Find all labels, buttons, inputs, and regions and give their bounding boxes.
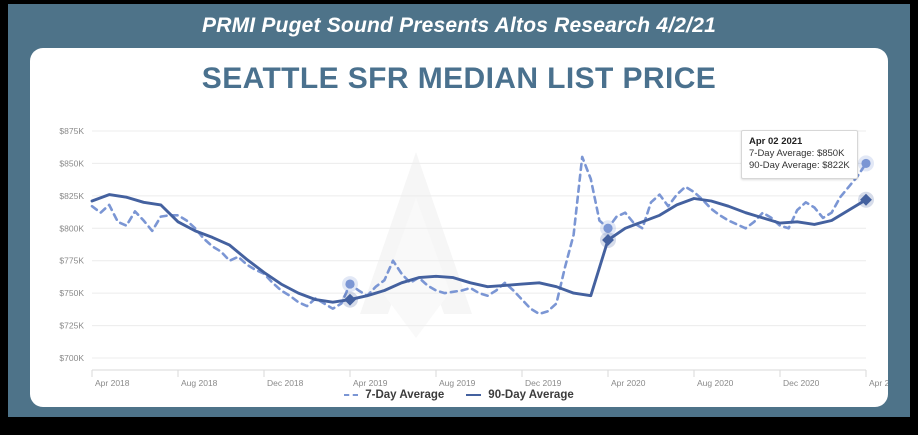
svg-text:Apr 2019: Apr 2019 <box>353 378 388 388</box>
svg-text:Dec 2020: Dec 2020 <box>783 378 820 388</box>
banner: PRMI Puget Sound Presents Altos Research… <box>8 4 910 48</box>
svg-text:Apr 2018: Apr 2018 <box>95 378 130 388</box>
svg-text:$850K: $850K <box>59 158 84 168</box>
altos-watermark-icon <box>360 152 472 338</box>
tooltip-date: Apr 02 2021 <box>749 136 803 147</box>
svg-text:Dec 2018: Dec 2018 <box>267 378 304 388</box>
svg-text:$800K: $800K <box>59 223 84 233</box>
svg-text:Apr 2021: Apr 2021 <box>869 378 888 388</box>
legend-solid-line-icon <box>466 394 482 396</box>
svg-text:Aug 2018: Aug 2018 <box>181 378 218 388</box>
svg-text:$725K: $725K <box>59 321 84 331</box>
svg-text:Aug 2020: Aug 2020 <box>697 378 734 388</box>
legend-item-90-day-average[interactable]: 90-Day Average <box>466 389 574 401</box>
chart-plot-area: $700K $725K $750K $775K $800K $825K $850K $875K… <box>30 48 888 407</box>
banner-title: PRMI Puget Sound Presents Altos Research… <box>202 14 716 37</box>
chart-gridlines <box>92 130 866 359</box>
chart-series-lines <box>90 155 868 316</box>
chart-y-axis-labels: $700K $725K $750K $775K $800K $825K $850K $875K <box>59 126 84 363</box>
svg-text:Dec 2019: Dec 2019 <box>525 378 562 388</box>
legend-dashed-line-icon <box>344 394 359 396</box>
chart-x-axis <box>91 369 867 377</box>
median-list-price-line-chart: $700K $725K $750K $775K $800K $825K $850K $875K… <box>59 126 888 388</box>
legend-label-90-day: 90-Day Average <box>488 389 574 401</box>
chart-tooltip: Apr 02 2021 7-Day Average: $850K 90-Day … <box>741 130 858 179</box>
svg-text:Apr 2020: Apr 2020 <box>611 378 646 388</box>
tooltip-90day-value: 90-Day Average: $822K <box>749 160 850 171</box>
svg-text:$875K: $875K <box>59 126 84 136</box>
chart-x-axis-labels: Apr 2018 Aug 2018 Dec 2018 Apr 2019 Aug 2019… <box>95 378 888 388</box>
svg-text:$825K: $825K <box>59 191 84 201</box>
chart-card: SEATTLE SFR MEDIAN LIST PRICE $700K $725K… <box>30 48 888 407</box>
svg-text:$750K: $750K <box>59 288 84 298</box>
chart-data-point-markers <box>342 155 874 308</box>
tooltip-7day-value: 7-Day Average: $850K <box>749 148 845 159</box>
legend-item-7-day-average[interactable]: 7-Day Average <box>344 389 444 401</box>
chart-legend: 7-Day Average 90-Day Average <box>30 389 888 401</box>
svg-text:$700K: $700K <box>59 353 84 363</box>
page-title: SEATTLE SFR MEDIAN LIST PRICE <box>201 62 717 95</box>
svg-text:Aug 2019: Aug 2019 <box>439 378 476 388</box>
legend-label-7-day: 7-Day Average <box>365 389 445 401</box>
svg-text:$775K: $775K <box>59 256 84 266</box>
